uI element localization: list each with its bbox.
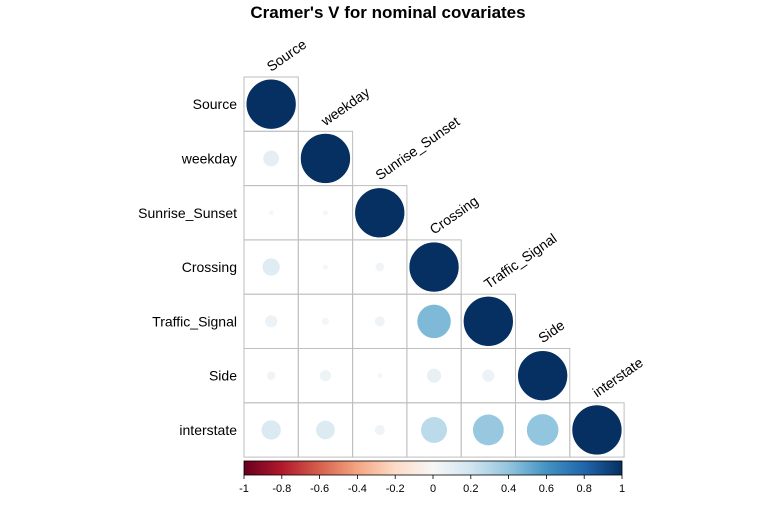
legend-tick-label: 0.8 <box>577 483 592 495</box>
correlation-circle <box>266 371 276 380</box>
legend-tick-label: 0.4 <box>501 483 516 495</box>
correlation-circle <box>268 210 274 216</box>
correlation-circle <box>571 404 623 456</box>
legend-tick-label: -0.2 <box>386 483 405 495</box>
row-label: Crossing <box>182 259 237 275</box>
correlation-circle <box>300 133 351 184</box>
correlation-circle <box>375 262 385 272</box>
row-label: Sunrise_Sunset <box>138 205 237 221</box>
correlation-circle <box>417 304 451 339</box>
legend-colorbar <box>243 460 623 476</box>
legend-tick-label: 0 <box>430 483 436 495</box>
correlation-circle <box>321 317 329 325</box>
correlation-circle <box>482 369 495 382</box>
correlation-circle <box>322 210 328 216</box>
correlation-circle <box>263 150 280 167</box>
chart-title: Cramer's V for nominal covariates <box>250 3 525 22</box>
row-label: Side <box>209 368 237 384</box>
grid-cell <box>569 402 625 458</box>
row-labels: Source weekday Sunrise_Sunset Crossing Traff… <box>138 96 237 438</box>
matrix-circles <box>245 78 623 456</box>
correlation-circle <box>245 78 297 130</box>
correlation-circle <box>262 258 280 276</box>
correlation-circle <box>322 264 328 270</box>
legend-tick-label: -0.6 <box>310 483 329 495</box>
correlation-circle <box>463 296 514 347</box>
legend-tick-label: -1 <box>239 483 249 495</box>
correlation-circle <box>319 370 332 382</box>
correlation-circle <box>426 368 442 383</box>
correlation-circle <box>517 350 568 401</box>
column-label: interstate <box>589 354 646 400</box>
column-label: Side <box>535 317 567 346</box>
legend-tick-label: 1 <box>619 483 625 495</box>
color-legend: -1 -0.8 -0.6 -0.4 -0.2 0 0.2 0.4 0.6 0.8 1 <box>239 460 625 495</box>
column-label: Source <box>264 36 310 75</box>
legend-tick-label: 0.2 <box>463 483 478 495</box>
matrix-grid <box>243 76 625 458</box>
legend-tick-label: 0.6 <box>539 483 554 495</box>
correlation-circle <box>261 420 281 440</box>
legend-tick-label: -0.4 <box>348 483 367 495</box>
correlation-circle <box>421 416 448 443</box>
correlation-circle <box>377 373 383 379</box>
legend-tick-label: -0.8 <box>272 483 291 495</box>
column-label: Traffic_Signal <box>481 230 560 292</box>
correlation-circle <box>374 316 385 327</box>
correlation-circle <box>265 315 278 328</box>
row-label: weekday <box>181 150 237 166</box>
correlation-circle <box>374 424 385 435</box>
row-label: Traffic_Signal <box>152 313 237 329</box>
correlation-circle <box>408 241 460 293</box>
column-label: Sunrise_Sunset <box>372 113 462 183</box>
correlation-circle <box>316 420 335 440</box>
correlation-circle <box>526 414 559 446</box>
column-label: Crossing <box>427 193 481 238</box>
row-label: interstate <box>179 422 237 438</box>
row-label: Source <box>193 96 238 112</box>
column-label: weekday <box>317 84 372 129</box>
correlation-circle <box>472 414 504 446</box>
correlation-circle <box>354 187 406 239</box>
